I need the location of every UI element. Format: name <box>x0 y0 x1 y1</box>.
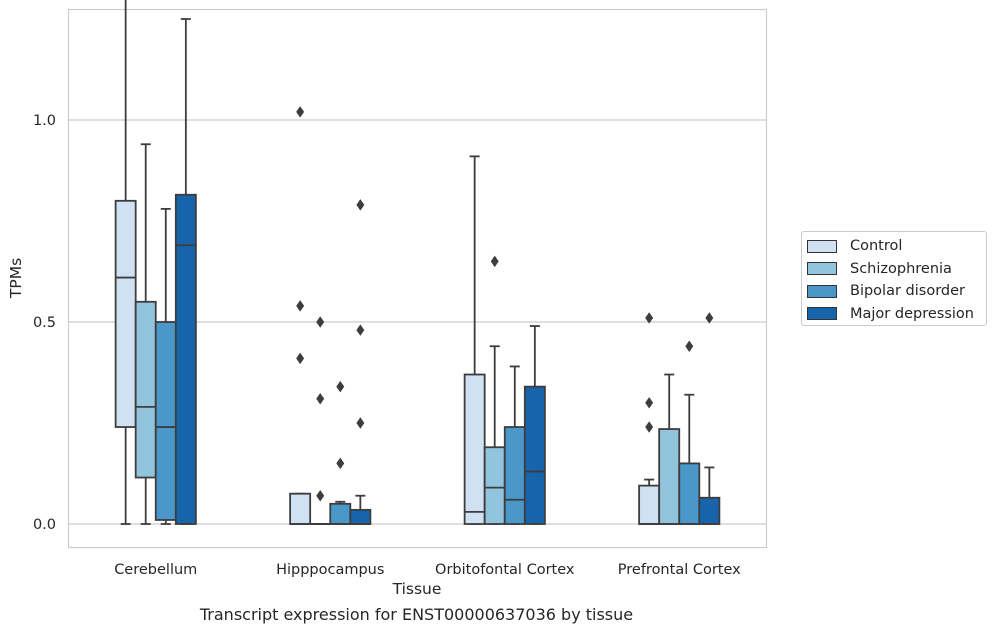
legend-item: Schizophrenia <box>807 258 986 281</box>
legend-label: Schizophrenia <box>850 260 952 277</box>
legend: Control Schizophrenia Bipolar disorder Majo… <box>801 231 987 326</box>
x-axis-title: Tissue <box>392 580 442 598</box>
outlier-point <box>316 393 325 405</box>
box-major-depression <box>523 325 546 525</box>
outlier-point <box>645 421 654 433</box>
x-tick-label: Hipppocampus <box>276 562 384 578</box>
box-control <box>463 155 486 525</box>
y-tick-label: 0.5 <box>33 315 56 331</box>
plot-area-frame <box>67 8 768 549</box>
legend-swatch <box>807 307 837 321</box>
box-iqr <box>698 496 721 525</box>
box-schizophrenia <box>134 143 157 525</box>
legend-swatch <box>807 262 837 276</box>
outlier-point <box>296 106 305 118</box>
box-major-depression <box>698 312 721 525</box>
legend-swatch <box>807 239 837 253</box>
x-tick-label: Prefrontal Cortex <box>618 562 741 578</box>
legend-label: Major depression <box>850 305 974 322</box>
box-iqr <box>483 446 506 525</box>
boxes <box>114 0 721 525</box>
x-tick-label: Cerebellum <box>114 562 197 578</box>
legend-label: Control <box>850 238 903 255</box>
box-control <box>289 106 312 525</box>
box-iqr <box>134 300 157 479</box>
outlier-point <box>316 316 325 328</box>
legend-swatch <box>807 284 837 298</box>
box-bipolar-disorder <box>329 380 352 525</box>
outlier-point <box>336 457 345 470</box>
box-iqr <box>329 502 352 525</box>
box-iqr <box>349 508 372 525</box>
box-iqr <box>658 428 681 525</box>
outlier-point <box>296 352 305 365</box>
box-bipolar-disorder <box>154 207 177 525</box>
box-bipolar-disorder <box>503 365 526 525</box>
box-iqr <box>114 199 137 428</box>
legend-label: Bipolar disorder <box>850 283 965 300</box>
y-tick-label: 1.0 <box>33 113 56 129</box>
y-tick-labels: 0.00.51.01.52.02.5 <box>33 113 56 533</box>
outlier-point <box>296 300 305 312</box>
box-iqr <box>638 484 661 525</box>
outlier-point <box>685 340 694 352</box>
outlier-point <box>356 324 365 336</box>
box-control <box>114 0 137 525</box>
legend-item: Control <box>807 235 986 258</box>
box-iqr <box>463 373 486 525</box>
box-schizophrenia <box>658 373 681 525</box>
box-major-depression <box>349 199 372 525</box>
outlier-point <box>356 417 365 429</box>
x-tick-labels: Cerebellum Hipppocampus Orbitofontal Corte… <box>114 562 741 578</box>
box-schizophrenia <box>309 316 332 525</box>
outlier-point <box>316 489 325 502</box>
chart-caption: Transcript expression for ENST0000063703… <box>199 605 634 624</box>
box-iqr <box>154 321 177 521</box>
legend-item: Major depression <box>807 303 986 326</box>
box-major-depression <box>174 18 197 525</box>
legend-item: Bipolar disorder <box>807 280 986 303</box>
outlier-point <box>490 255 499 268</box>
box-iqr <box>174 193 197 525</box>
y-axis-title: TPMs <box>7 258 25 299</box>
box-schizophrenia <box>483 255 506 525</box>
box-iqr <box>289 492 312 525</box>
box-iqr <box>678 462 701 525</box>
box-control <box>638 312 661 525</box>
outlier-point <box>705 312 714 324</box>
outlier-point <box>356 199 365 211</box>
box-bipolar-disorder <box>678 340 701 525</box>
outlier-point <box>336 380 345 393</box>
x-tick-label: Orbitofontal Cortex <box>435 562 575 578</box>
box-iqr <box>523 385 546 525</box>
y-tick-label: 0.0 <box>33 517 56 533</box>
outlier-point <box>645 312 654 324</box>
box-iqr <box>503 426 526 525</box>
outlier-point <box>645 397 654 409</box>
